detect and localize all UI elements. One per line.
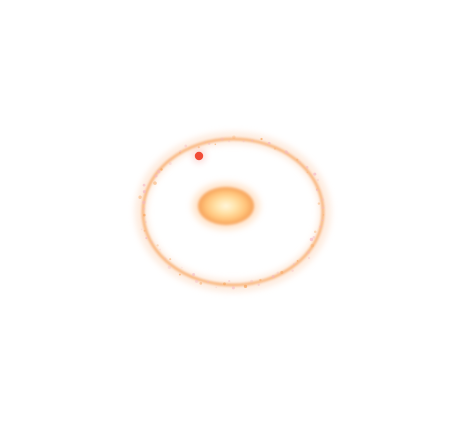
ring-speckle: [265, 144, 267, 146]
ring-speckles: [138, 135, 325, 290]
ring-speckle: [319, 225, 322, 228]
ring-speckle: [179, 150, 182, 153]
ring-speckle: [316, 178, 320, 182]
ring-speckle: [313, 172, 317, 176]
ring-speckle: [310, 243, 315, 248]
ring-speckle: [207, 280, 209, 283]
ring-speckle: [169, 158, 172, 161]
ring-speckle: [280, 270, 284, 274]
ring-speckle: [194, 279, 199, 283]
marker-dot-glow: [192, 149, 206, 163]
ring-speckle: [299, 161, 301, 164]
ring-speckle: [312, 235, 316, 239]
ring-speckle: [179, 152, 181, 154]
ring-speckle: [305, 165, 309, 169]
ring-speckle: [215, 286, 217, 289]
ring-speckle: [220, 137, 224, 141]
ring-speckle: [307, 250, 310, 254]
ring-speckle: [293, 263, 295, 265]
ring-speckle: [287, 152, 289, 155]
ring-speckle: [178, 273, 181, 276]
ring-speckle: [296, 260, 299, 262]
ring-speckle: [154, 174, 158, 178]
ring-speckle: [257, 283, 260, 286]
ring-speckle: [242, 140, 245, 143]
ring-speckle: [140, 228, 143, 231]
ring-speckle: [167, 265, 172, 270]
ring-speckle: [138, 195, 142, 199]
ring-speckle: [203, 141, 206, 143]
ring-speckle: [142, 190, 146, 194]
ring-speckle: [271, 275, 275, 278]
ring-speckle: [192, 273, 196, 276]
orbit-ring: [141, 137, 325, 287]
ring-speckle: [267, 141, 271, 145]
ring-speckle: [321, 206, 325, 210]
ring-speckle: [159, 248, 161, 251]
ring-speckle: [214, 143, 217, 146]
ring-speckle: [181, 266, 183, 269]
ring-speckle: [156, 244, 159, 247]
ring-speckle: [284, 150, 288, 154]
ring-speckle: [307, 256, 311, 260]
ring-speckle: [197, 146, 200, 149]
ring-speckle: [291, 269, 294, 273]
center-blob: [198, 187, 254, 225]
ring-speckle: [251, 139, 254, 142]
ring-speckle: [208, 142, 211, 145]
ring-speckle: [317, 202, 321, 205]
ring-speckle: [321, 219, 324, 222]
ring-speckle: [153, 181, 157, 185]
ring-speckle: [143, 229, 146, 232]
ring-speckle: [259, 278, 262, 282]
ring-speckle: [151, 241, 153, 244]
ring-speckle: [232, 135, 236, 139]
ring-speckle: [157, 169, 161, 174]
ring-speckle: [142, 183, 146, 187]
ring-speckle: [168, 162, 172, 166]
ring-speckle: [273, 147, 276, 150]
ring-speckle: [243, 284, 248, 289]
ring-speckle: [143, 213, 146, 217]
ring-speckle: [306, 171, 309, 174]
ring-speckle: [296, 158, 299, 161]
ring-speckle: [309, 237, 314, 242]
ring-speckle: [313, 230, 317, 234]
ring-speckle: [316, 189, 319, 192]
ring-speckle: [223, 282, 226, 286]
ring-speckle: [228, 280, 231, 283]
ring-speckle: [322, 214, 325, 216]
ring-speckle: [160, 168, 163, 171]
ring-speckle: [260, 137, 263, 141]
ring-speckle: [164, 257, 167, 260]
ring-speckle: [227, 140, 231, 143]
ring-speckle: [169, 258, 172, 261]
ring-speckle: [231, 286, 235, 290]
ring-speckle: [145, 237, 148, 240]
ring-speckle: [145, 221, 147, 223]
ring-speckle: [321, 198, 325, 201]
ring-speckle: [276, 271, 279, 274]
ring-speckle: [142, 200, 146, 205]
ring-speckle: [199, 282, 203, 285]
ring-speckle: [250, 279, 254, 283]
ring-speckle: [184, 144, 188, 148]
ring-speckle: [143, 208, 145, 210]
